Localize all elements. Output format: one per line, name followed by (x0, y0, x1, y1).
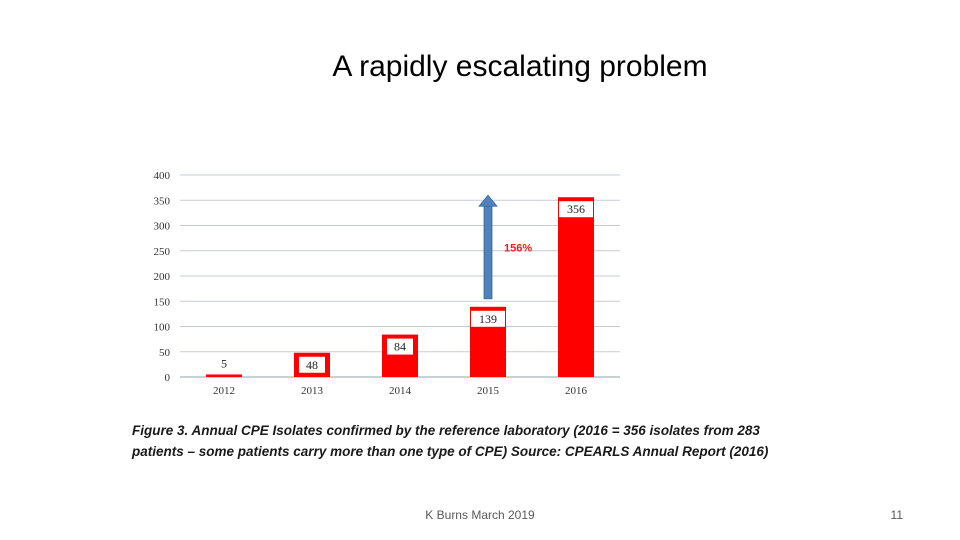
data-label: 139 (479, 312, 497, 326)
bar-2012 (206, 374, 242, 377)
slide-footer: K Burns March 2019 (425, 508, 535, 522)
x-tick-label: 2013 (301, 385, 324, 397)
x-tick-label: 2016 (565, 385, 588, 397)
data-label: 84 (394, 340, 406, 354)
y-tick-label: 200 (154, 271, 171, 283)
data-label-box (387, 338, 413, 355)
figure-caption-source: Source: CPEARLS Annual Report (2016) (510, 444, 769, 459)
slide-title: A rapidly escalating problem (332, 50, 708, 83)
figure-caption: Figure 3. Annual CPE Isolates confirmed … (132, 420, 812, 462)
y-tick-label: 250 (154, 246, 171, 258)
y-tick-label: 150 (154, 296, 171, 308)
growth-arrow-shaft (483, 204, 493, 300)
x-tick-label: 2015 (477, 385, 500, 397)
figure-caption-text: Figure 3. Annual CPE Isolates confirmed … (132, 423, 760, 459)
growth-arrow-head (478, 194, 498, 207)
x-tick-label: 2014 (389, 385, 412, 397)
y-tick-label: 400 (154, 170, 171, 182)
data-label-box (471, 310, 505, 327)
y-tick-label: 300 (154, 221, 171, 233)
y-tick-label: 100 (154, 322, 171, 334)
y-tick-label: 50 (159, 347, 171, 359)
cpe-isolates-bar-chart: 0 50 100 150 200 250 300 350 400 2012 5 2013 48 2014 8… (154, 170, 620, 397)
data-label: 5 (221, 356, 227, 370)
bar-2016 (558, 197, 594, 377)
data-label-box (299, 356, 325, 373)
x-tick-label: 2012 (213, 385, 235, 397)
y-tick-label: 350 (154, 195, 171, 207)
data-label: 48 (306, 358, 318, 372)
y-tick-label: 0 (165, 372, 171, 384)
data-label-box (559, 201, 593, 218)
data-label: 356 (567, 202, 585, 216)
growth-annotation: 156% (504, 242, 532, 254)
slide-number: 11 (890, 508, 903, 522)
